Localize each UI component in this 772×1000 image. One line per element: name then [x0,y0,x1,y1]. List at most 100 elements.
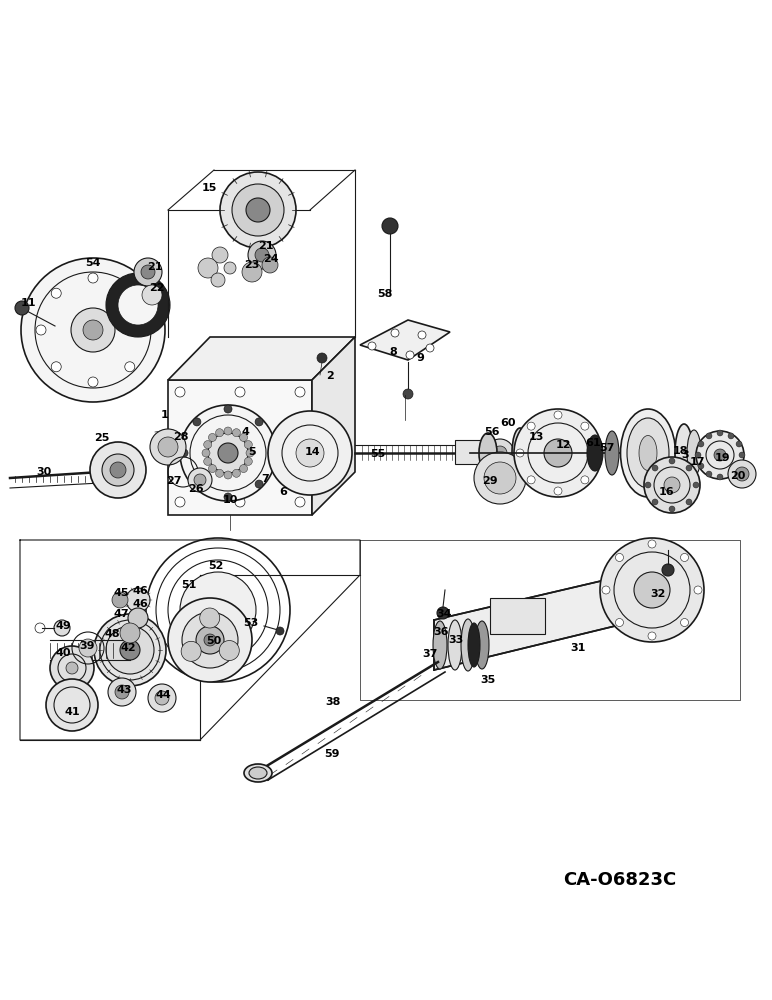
Circle shape [219,641,239,661]
Circle shape [739,452,745,458]
Circle shape [652,499,658,505]
Text: 44: 44 [155,690,171,700]
Text: 50: 50 [206,636,222,646]
Circle shape [208,433,248,473]
Circle shape [600,538,704,642]
Text: 28: 28 [173,432,188,442]
Circle shape [118,285,158,325]
Circle shape [686,465,692,471]
Circle shape [681,619,689,627]
Ellipse shape [627,418,669,488]
Circle shape [175,387,185,397]
Circle shape [255,480,263,488]
Circle shape [94,614,166,686]
Text: 20: 20 [730,471,746,481]
Circle shape [181,641,201,661]
Ellipse shape [475,621,489,669]
Circle shape [698,441,704,447]
Circle shape [232,184,284,236]
Circle shape [141,265,155,279]
Circle shape [736,463,742,469]
Circle shape [268,449,276,457]
Circle shape [255,418,263,426]
Text: 17: 17 [689,457,705,467]
Circle shape [218,443,238,463]
Circle shape [255,248,269,262]
Circle shape [88,377,98,387]
Text: 15: 15 [201,183,217,193]
Circle shape [224,493,232,501]
Circle shape [204,634,216,646]
Text: 25: 25 [94,433,110,443]
Circle shape [246,198,270,222]
Polygon shape [312,337,355,515]
Circle shape [426,344,434,352]
Circle shape [493,446,507,460]
Circle shape [437,607,449,619]
Bar [490,598,545,634]
Circle shape [21,258,165,402]
Text: 21: 21 [147,262,163,272]
Text: 45: 45 [113,588,129,598]
Circle shape [244,441,252,449]
Circle shape [125,362,135,372]
Text: 3: 3 [681,450,689,460]
Text: 24: 24 [263,254,279,264]
Circle shape [645,482,651,488]
Text: 8: 8 [389,347,397,357]
Ellipse shape [433,621,447,669]
Circle shape [717,474,723,480]
Circle shape [194,474,206,486]
Text: 59: 59 [324,749,340,759]
Circle shape [706,433,712,439]
Circle shape [158,437,178,457]
Text: 43: 43 [117,685,132,695]
Circle shape [126,588,150,612]
Circle shape [652,465,658,471]
Circle shape [120,640,140,660]
Polygon shape [168,380,312,515]
Circle shape [88,273,98,283]
Circle shape [592,449,600,457]
Circle shape [180,449,188,457]
Circle shape [15,301,29,315]
Circle shape [180,572,256,648]
Circle shape [644,457,700,513]
Circle shape [215,469,224,477]
Circle shape [735,467,749,481]
Circle shape [102,454,134,486]
Circle shape [224,471,232,479]
Circle shape [148,684,176,712]
Circle shape [66,662,78,674]
Circle shape [71,308,115,352]
Circle shape [212,247,228,263]
Circle shape [686,499,692,505]
Text: 60: 60 [500,418,516,428]
Text: 61: 61 [585,438,601,448]
Circle shape [204,457,212,465]
Circle shape [175,497,185,507]
Circle shape [79,639,97,657]
Circle shape [232,469,240,477]
Text: 18: 18 [672,446,688,456]
Circle shape [54,620,70,636]
Text: 22: 22 [149,283,164,293]
Circle shape [198,258,218,278]
Circle shape [648,632,656,640]
Circle shape [248,241,276,269]
Circle shape [693,482,699,488]
Text: 35: 35 [480,675,496,685]
Circle shape [295,497,305,507]
Text: 55: 55 [371,449,386,459]
Circle shape [736,441,742,447]
Circle shape [155,691,169,705]
Circle shape [484,462,516,494]
Circle shape [106,626,154,674]
Text: 27: 27 [166,476,181,486]
Text: 42: 42 [120,643,136,653]
Circle shape [140,325,150,335]
Text: 36: 36 [433,627,449,637]
Circle shape [403,389,413,399]
Text: 41: 41 [64,707,80,717]
Text: 5: 5 [248,447,256,457]
